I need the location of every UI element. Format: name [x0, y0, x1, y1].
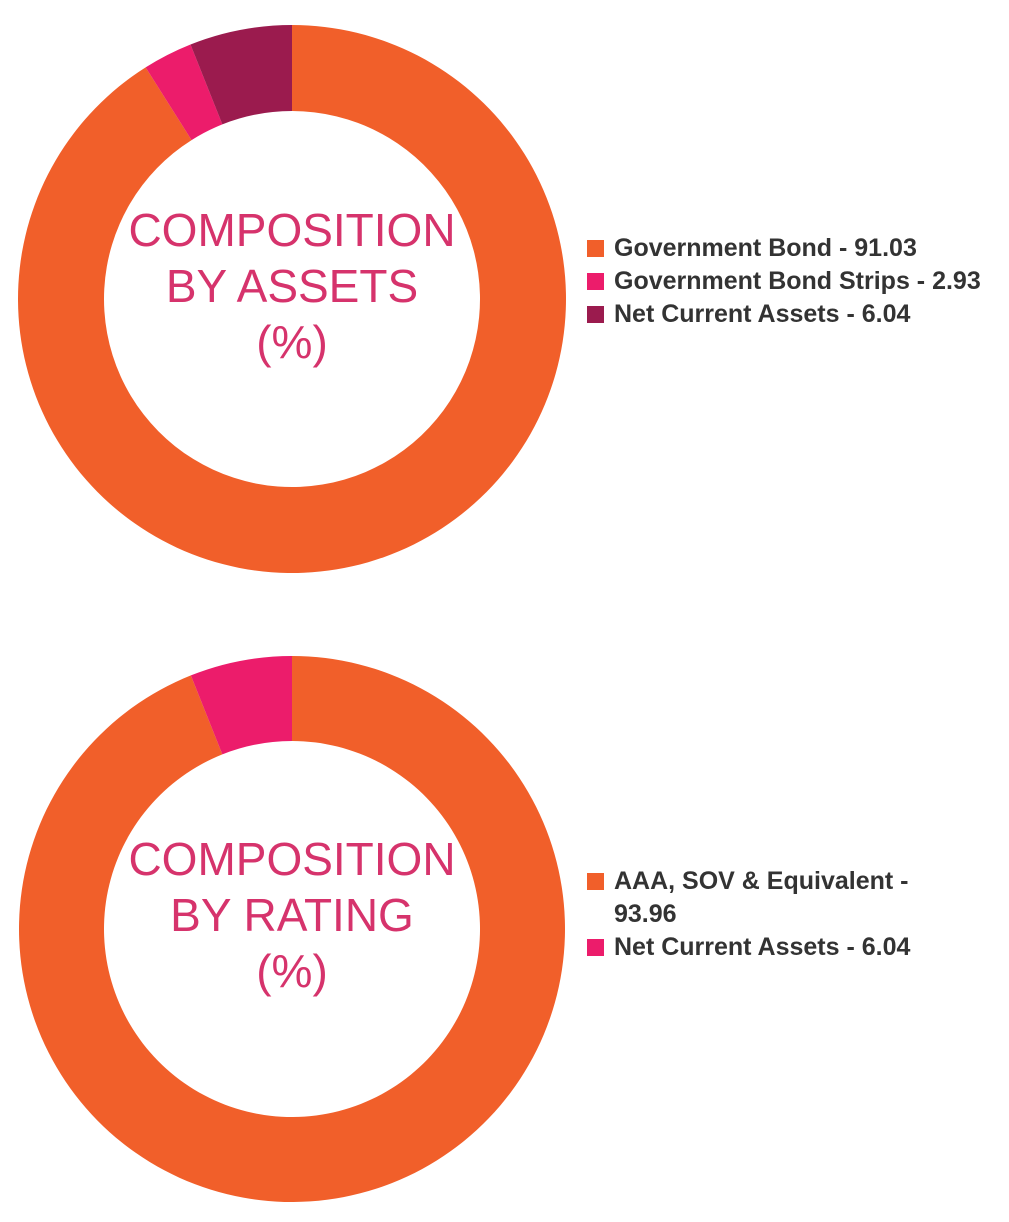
legend-label: Net Current Assets - 6.04 — [614, 933, 911, 961]
donut-slice-0 — [18, 656, 566, 1202]
legend-swatch — [587, 306, 604, 323]
assets-title-line-1: COMPOSITION — [128, 204, 456, 256]
rating-legend: AAA, SOV & Equivalent - 93.96 Net Curren… — [587, 865, 964, 964]
legend-label: AAA, SOV & Equivalent - 93.96 — [614, 867, 909, 928]
legend-swatch — [587, 240, 604, 257]
rating-chart-title: COMPOSITION BY RATING (%) — [92, 831, 492, 999]
donut-slice-0 — [17, 25, 566, 573]
legend-item-net-current-assets: Net Current Assets - 6.04 — [587, 298, 981, 331]
assets-title-line-3: (%) — [256, 316, 328, 368]
legend-label: Government Bond - 91.03 — [614, 234, 917, 262]
legend-swatch — [587, 873, 604, 890]
legend-item-net-current-assets: Net Current Assets - 6.04 — [587, 931, 964, 964]
rating-title-line-3: (%) — [256, 945, 328, 997]
legend-label: Net Current Assets - 6.04 — [614, 300, 911, 328]
assets-composition-chart: COMPOSITION BY ASSETS (%) Government Bon… — [0, 0, 1009, 600]
legend-item-aaa-sov-equivalent: AAA, SOV & Equivalent - 93.96 — [587, 865, 964, 931]
assets-title-line-2: BY ASSETS — [165, 260, 419, 312]
legend-swatch — [587, 939, 604, 956]
donut-slice-2 — [190, 25, 292, 125]
rating-title-line-2: BY RATING — [170, 889, 414, 941]
donut-slice-1 — [145, 44, 223, 141]
donut-slice-1 — [190, 656, 292, 755]
assets-chart-title: COMPOSITION BY ASSETS (%) — [92, 202, 492, 370]
legend-label: Government Bond Strips - 2.93 — [614, 267, 981, 295]
legend-swatch — [587, 273, 604, 290]
assets-donut — [17, 25, 566, 573]
legend-item-government-bond: Government Bond - 91.03 — [587, 232, 981, 265]
rating-composition-chart: COMPOSITION BY RATING (%) AAA, SOV & Equ… — [0, 630, 1009, 1222]
legend-item-government-bond-strips: Government Bond Strips - 2.93 — [587, 265, 981, 298]
rating-title-line-1: COMPOSITION — [128, 833, 456, 885]
assets-legend: Government Bond - 91.03 Government Bond … — [587, 232, 981, 331]
rating-donut — [18, 656, 566, 1202]
